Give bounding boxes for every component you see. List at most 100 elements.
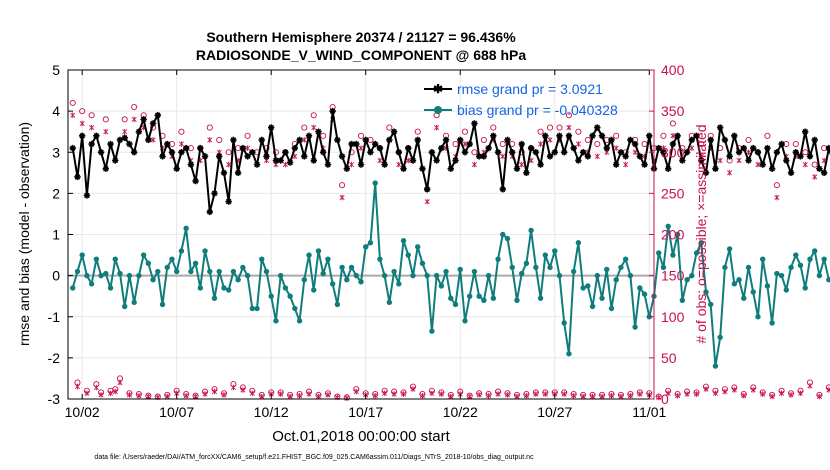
rmse-point: [627, 136, 634, 144]
rmse-point: [211, 190, 218, 197]
rmse-point: [88, 140, 95, 148]
rmse-point: [551, 149, 558, 156]
rmse-point: [513, 165, 521, 172]
obs-assimilated-point: [736, 157, 742, 164]
rmse-point: [787, 169, 795, 177]
data-file-footnote: data file: /Users/raeder/DAI/ATM_forcXX/…: [94, 454, 534, 461]
x-tick-label: 10/02: [65, 404, 100, 420]
obs-assimilated-point: [495, 391, 501, 397]
bias-point: [518, 270, 525, 277]
rmse-point: [159, 153, 166, 160]
rmse-point: [400, 165, 407, 172]
obs-assimilated-point: [344, 395, 350, 401]
rmse-point: [480, 153, 488, 160]
rmse-point: [268, 124, 275, 131]
bias-point: [122, 303, 128, 310]
bias-point: [490, 295, 497, 301]
bias-point: [311, 287, 317, 293]
rmse-point: [433, 157, 440, 164]
obs-assimilated-point: [112, 388, 118, 395]
obs-possible-point: [461, 128, 469, 135]
obs-assimilated-point: [684, 391, 690, 397]
obs-assimilated-point: [301, 137, 307, 143]
rmse-point: [428, 149, 436, 156]
obs-assimilated-point: [377, 157, 383, 164]
obs-assimilated-point: [230, 384, 236, 391]
rmse-point: [759, 161, 766, 168]
bias-point: [821, 256, 827, 262]
obs-assimilated-point: [122, 128, 128, 135]
bias-point: [202, 248, 208, 254]
bias-point: [485, 272, 492, 279]
bias-point: [684, 277, 690, 283]
obs-assimilated-point: [703, 386, 709, 392]
obs-assimilated-point: [561, 391, 567, 397]
rmse-point: [381, 161, 388, 168]
obs-assimilated-point: [183, 392, 189, 399]
rmse-point: [126, 140, 133, 148]
bias-point: [811, 248, 818, 254]
rmse-point: [466, 140, 473, 148]
bias-point: [169, 256, 175, 262]
rmse-point: [69, 144, 76, 152]
obs-assimilated-point: [500, 153, 506, 160]
rmse-point: [334, 136, 341, 144]
obs-possible-point: [310, 112, 317, 119]
obs-assimilated-point: [434, 124, 440, 131]
rmse-point: [282, 149, 289, 156]
rmse-point: [778, 140, 785, 148]
rmse-point: [121, 134, 128, 142]
bias-point: [263, 268, 270, 275]
bias-point: [344, 277, 350, 283]
y-axis-left: -3 -2 -1 0 1 2 3 4 5: [48, 62, 73, 407]
rmse-point: [452, 157, 459, 164]
bias-point: [415, 244, 421, 250]
rmse-point: [135, 128, 143, 135]
rmse-point: [286, 159, 294, 166]
bias-point: [301, 277, 307, 283]
y-left-tick-label: -2: [48, 350, 61, 366]
rmse-point: [414, 136, 421, 144]
obs-assimilated-point: [632, 149, 638, 156]
obs-possible-point: [452, 140, 459, 148]
bias-point: [268, 293, 274, 299]
obs-assimilated-point: [419, 392, 425, 399]
obs-assimilated-point: [618, 393, 624, 400]
bias-point: [282, 285, 289, 291]
bias-point: [561, 320, 567, 326]
bias-point: [329, 281, 336, 287]
bias-point: [575, 240, 582, 246]
bias-point: [410, 272, 416, 279]
bias-point: [793, 252, 799, 258]
rmse-point: [405, 144, 412, 152]
bias-point: [235, 277, 241, 283]
obs-assimilated-point: [391, 391, 397, 397]
obs-assimilated-point: [396, 161, 402, 168]
obs-assimilated-point: [665, 390, 671, 397]
rmse-point: [792, 149, 799, 156]
bias-point: [254, 305, 260, 312]
rmse-point: [622, 153, 629, 160]
obs-assimilated-point: [476, 392, 482, 398]
obs-possible-point: [546, 124, 554, 131]
rmse-point: [225, 198, 232, 205]
obs-assimilated-point: [84, 390, 90, 397]
y-right-tick-label: 400: [661, 62, 685, 78]
obs-assimilated-point: [627, 392, 633, 399]
y-right-tick-label: 200: [661, 227, 685, 243]
obs-assimilated-point: [429, 390, 435, 397]
rmse-point: [669, 140, 677, 148]
rmse-point: [216, 153, 223, 160]
bias-point: [552, 248, 558, 254]
bias-series: [70, 180, 830, 369]
bias-point: [741, 295, 747, 301]
bias-point: [353, 272, 359, 279]
rmse-point: [754, 149, 762, 156]
bias-point: [500, 231, 506, 238]
y-left-tick-label: 5: [52, 62, 60, 78]
bias-point: [547, 264, 553, 271]
rmse-point: [499, 186, 506, 193]
obs-assimilated-point: [108, 390, 114, 397]
obs-assimilated-point: [70, 112, 76, 119]
obs-possible-point: [386, 124, 393, 131]
